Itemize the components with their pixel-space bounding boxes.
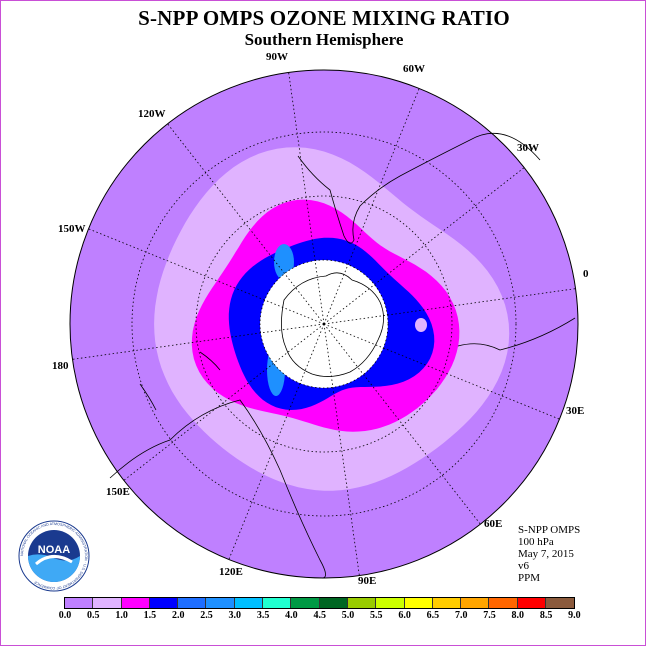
- colorbar-swatch: [234, 598, 264, 608]
- colorbar-tick-label: 3.0: [228, 610, 242, 621]
- latitude-circle: [195, 195, 453, 453]
- colorbar-tick-label: 4.0: [285, 610, 298, 621]
- colorbar-tick-label: 7.0: [454, 610, 468, 621]
- svg-text:NOAA: NOAA: [38, 544, 70, 556]
- colorbar-tick-label: 2.0: [171, 610, 185, 621]
- lon-label-180: 180: [52, 360, 69, 372]
- lon-label-150e: 150E: [106, 486, 130, 498]
- colorbar-swatch: [432, 598, 462, 608]
- colorbar-tick-label: 4.5: [313, 610, 326, 621]
- latitude-circle: [259, 259, 389, 389]
- lon-label-120e: 120E: [219, 566, 243, 578]
- lon-label-90w: 90W: [266, 51, 288, 63]
- colorbar-tick-label: 8.5: [539, 610, 553, 621]
- colorbar-tick-label: 0.5: [87, 610, 100, 621]
- colorbar-tick-label: 7.5: [483, 610, 496, 621]
- colorbar-tick-label: 5.5: [370, 610, 383, 621]
- colorbar-tick-label: 9.0: [568, 610, 581, 621]
- data-info-block: S-NPP OMPS 100 hPa May 7, 2015 v6 PPM: [518, 524, 580, 584]
- new-zealand-coastline: [139, 351, 221, 411]
- lon-label-30w: 30W: [517, 142, 539, 154]
- africa-coastline: [457, 317, 576, 351]
- lon-label-30e: 30E: [566, 405, 585, 417]
- colorbar-swatch: [149, 598, 179, 608]
- colorbar-swatch: [546, 598, 575, 608]
- colorbar-tick-label: 8.0: [511, 610, 525, 621]
- lon-label-120w: 120W: [138, 108, 166, 120]
- lon-label-90e: 90E: [358, 575, 377, 587]
- colorbar-swatch: [291, 598, 320, 608]
- colorbar-tick-label: 0.0: [58, 610, 72, 621]
- map-title: S-NPP OMPS OZONE MIXING RATIO: [138, 6, 510, 30]
- colorbar-tick-label: 6.0: [398, 610, 411, 621]
- colorbar-swatch: [517, 598, 547, 608]
- antarctica-coastline: [281, 272, 384, 377]
- info-instrument: S-NPP OMPS: [518, 524, 581, 536]
- colorbar-tick-label: 6.5: [426, 610, 440, 621]
- colorbar-swatch: [376, 598, 405, 608]
- colorbar-tick-label: 5.0: [341, 610, 355, 621]
- colorbar-swatch: [178, 598, 207, 608]
- info-date: May 7, 2015: [518, 548, 574, 560]
- colorbar-swatch: [347, 598, 377, 608]
- australia-coastline: [109, 399, 326, 579]
- map-subtitle: Southern Hemisphere: [244, 30, 404, 49]
- lon-label-60w: 60W: [403, 63, 425, 75]
- colorbar-tick-label: 1.5: [143, 610, 157, 621]
- colorbar-swatch: [93, 598, 122, 608]
- latitude-circle: [131, 131, 517, 517]
- info-level: 100 hPa: [518, 536, 554, 548]
- colorbar-swatch: [206, 598, 235, 608]
- lon-label-60e: 60E: [484, 518, 503, 530]
- lon-label-0: 0: [583, 268, 589, 280]
- colorbar-swatch: [489, 598, 518, 608]
- ozone-band-0.5-1: [415, 318, 427, 332]
- colorbar-swatch: [319, 598, 348, 608]
- colorbar-swatch: [461, 598, 490, 608]
- colorbar: [64, 597, 576, 609]
- noaa-logo: NOAA NATIONAL OCEANIC AND ATMOSPHERIC AD…: [18, 520, 90, 592]
- lon-label-150w: 150W: [58, 223, 86, 235]
- colorbar-swatch: [263, 598, 292, 608]
- south-america-coastline: [297, 133, 541, 244]
- colorbar-swatch: [404, 598, 433, 608]
- colorbar-swatch: [65, 598, 94, 608]
- info-units: PPM: [518, 572, 541, 584]
- colorbar-tick-label: 3.5: [256, 610, 270, 621]
- info-version: v6: [518, 560, 529, 572]
- colorbar-tick-label: 1.0: [115, 610, 128, 621]
- colorbar-tick-label: 2.5: [200, 610, 213, 621]
- colorbar-tick-labels: 0.0 0.5 1.0 1.5 2.0 2.5 3.0 3.5 4.0 4.5 5.0 5.5 6.0 6…: [0, 610, 648, 624]
- colorbar-swatch: [121, 598, 150, 608]
